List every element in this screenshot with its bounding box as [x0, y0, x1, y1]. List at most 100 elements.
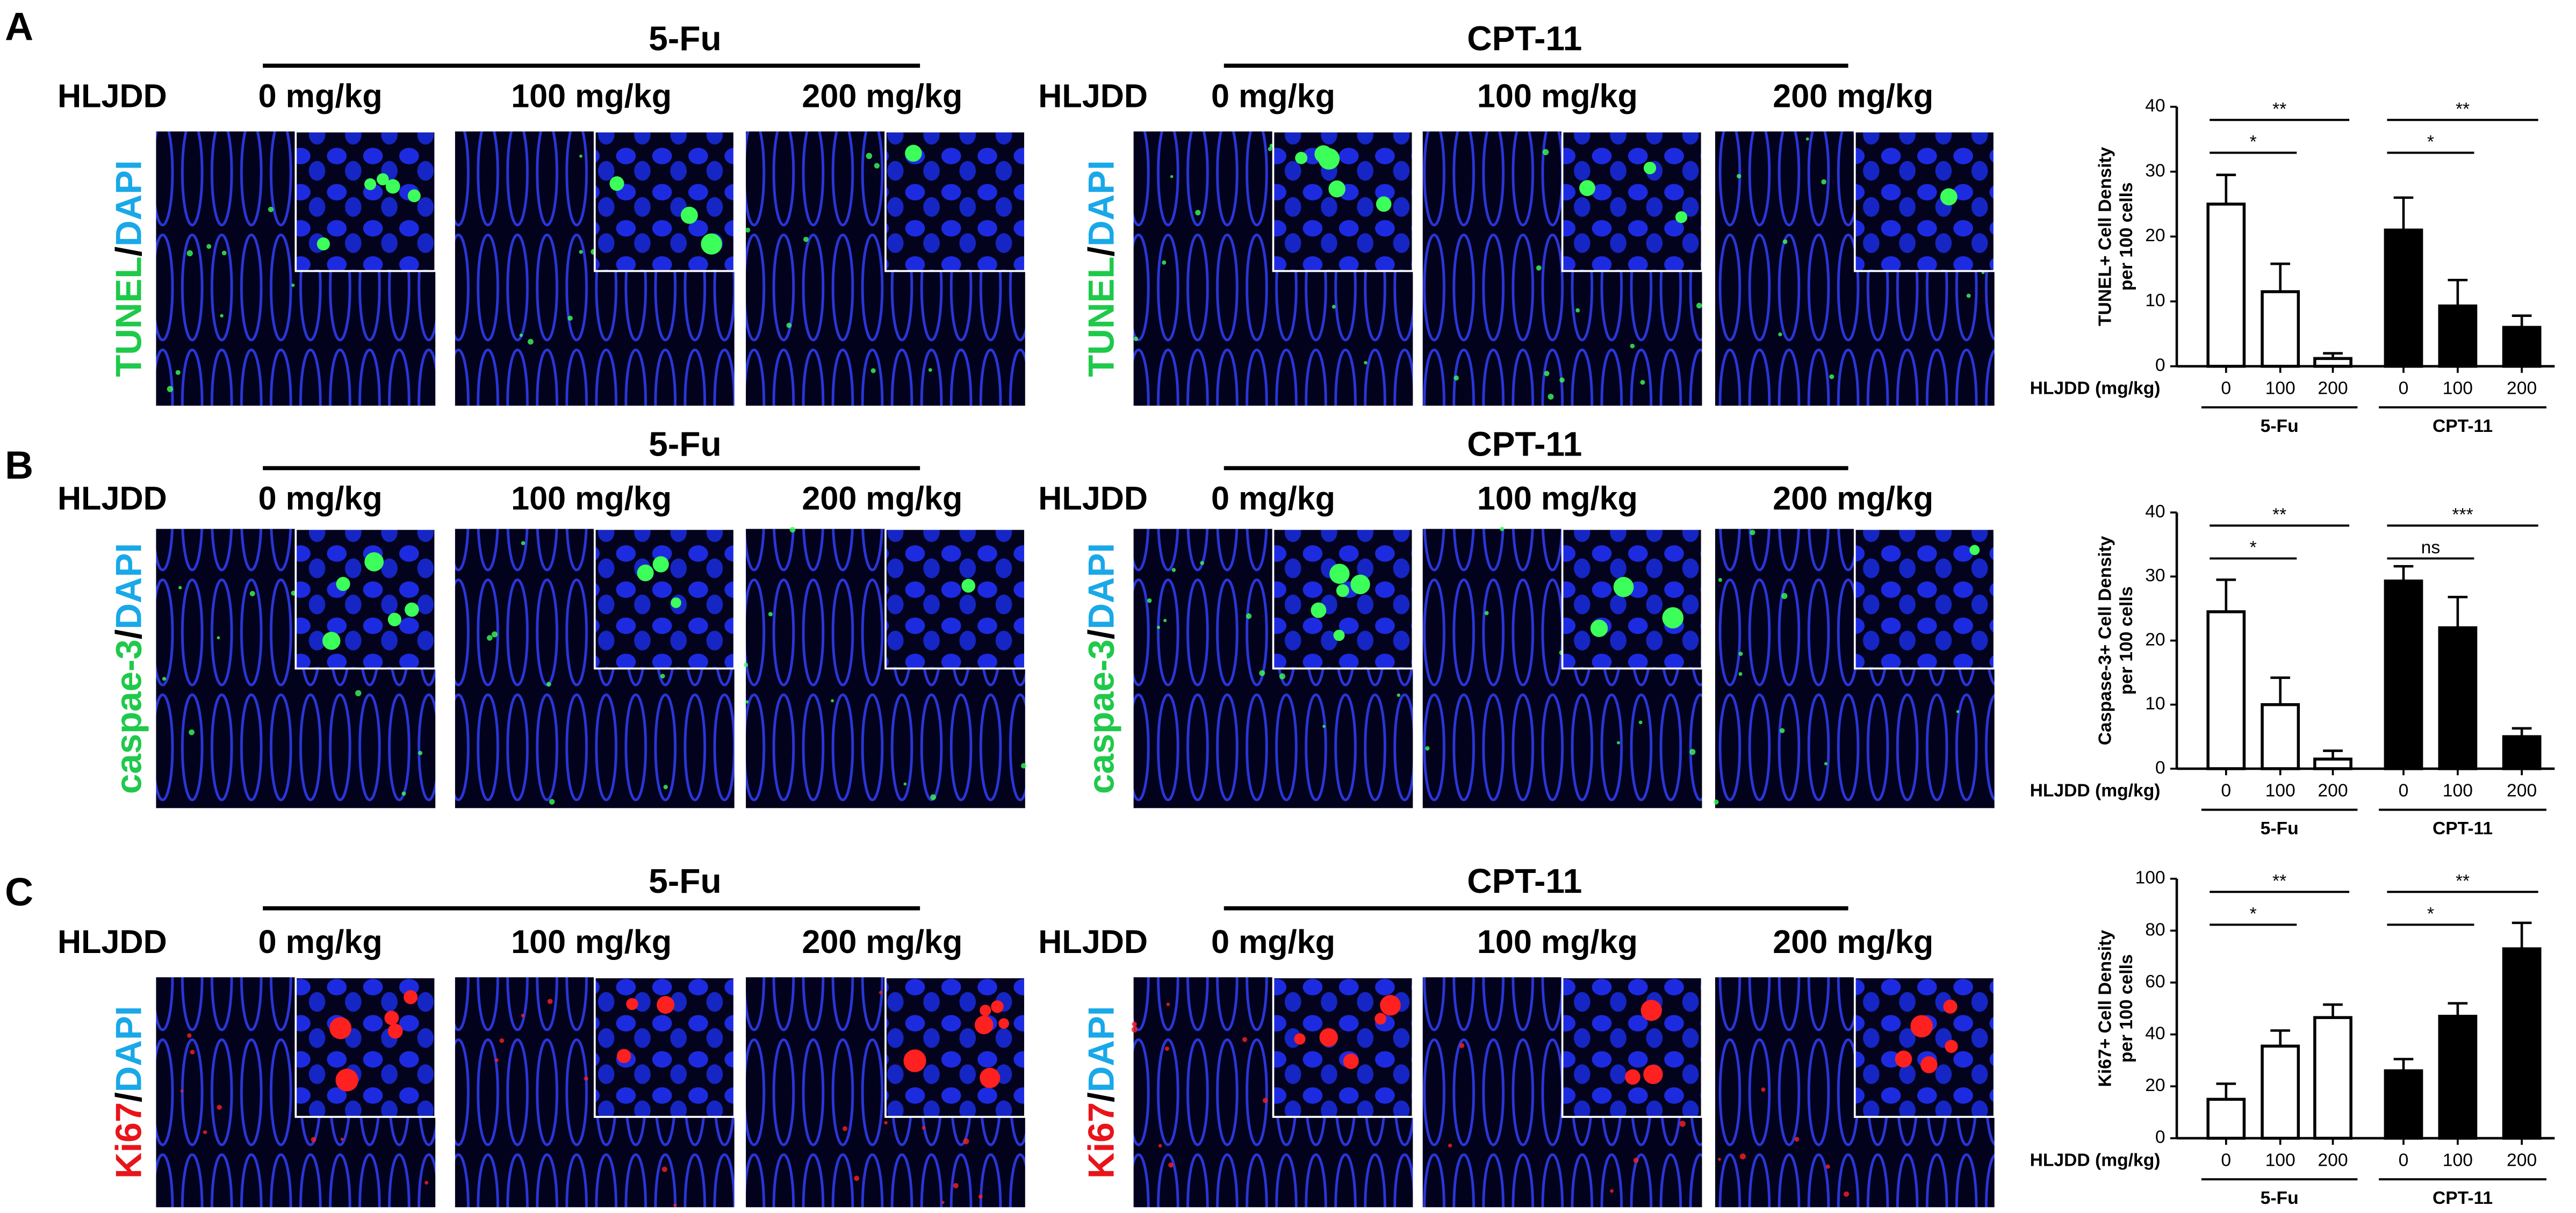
bar: [2384, 1069, 2423, 1140]
x-tick-label: 100: [2443, 781, 2473, 801]
y-tick-label: 40: [2145, 96, 2165, 116]
inset-stain: [387, 612, 401, 626]
stain-speck: [854, 1175, 860, 1181]
inset: [1561, 130, 1703, 272]
stain-speck: [978, 1194, 983, 1199]
stain-speck: [1170, 175, 1174, 178]
stain-speck: [745, 700, 749, 704]
y-tick-label: 60: [2145, 972, 2165, 992]
stain-speck: [579, 250, 583, 254]
x-tick-label: 0: [2399, 379, 2409, 399]
stain-speck: [175, 370, 181, 375]
dose: 100 mg/kg: [511, 78, 672, 114]
stain-speck: [1739, 1153, 1746, 1160]
dose: 100 mg/kg: [511, 923, 672, 960]
inset-stain: [905, 145, 922, 162]
bar: [2502, 326, 2542, 368]
stain-speck: [1630, 343, 1635, 349]
significance-label: *: [2250, 904, 2257, 924]
stain-speck: [1200, 561, 1204, 565]
significance-label: ns: [2421, 538, 2441, 558]
stain-speck: [930, 794, 937, 800]
stain-part: /: [1081, 1092, 1121, 1102]
stain-speck: [1782, 239, 1788, 244]
significance-label: **: [2272, 505, 2286, 525]
dose: 200 mg/kg: [802, 480, 962, 517]
stain-speck: [1616, 741, 1620, 745]
stain-speck: [190, 1050, 195, 1055]
dose-label: HLJDD: [1038, 480, 1148, 517]
inset-stain: [1943, 999, 1958, 1014]
stain-speck: [1364, 360, 1368, 365]
stain-speck: [546, 682, 551, 687]
x-tick-label: 0: [2399, 1151, 2409, 1171]
stain-speck: [189, 729, 195, 735]
inset-stain: [316, 237, 330, 251]
stain-part: /: [109, 1092, 149, 1102]
stain-part: caspae-3: [109, 639, 149, 794]
stain-speck: [1168, 1162, 1174, 1168]
stain-speck: [663, 784, 668, 790]
y-tick-label: 30: [2145, 566, 2165, 586]
stain-speck: [1821, 179, 1826, 185]
stain-part: Ki67: [109, 1102, 149, 1179]
inset-stain: [385, 179, 400, 194]
bar: [2261, 290, 2300, 368]
inset-stain: [1613, 576, 1634, 597]
inset-stain: [1643, 162, 1657, 175]
stain-speck: [491, 631, 498, 638]
drug-header: 5-Fu: [649, 862, 722, 900]
panel-letter: A: [5, 4, 33, 48]
y-tick-label: 30: [2145, 161, 2165, 180]
inset-stain: [364, 178, 377, 191]
stain-speck: [1133, 336, 1139, 341]
stain-speck: [786, 322, 792, 328]
stain-speck: [1779, 728, 1785, 733]
inset: [1272, 528, 1414, 670]
x-tick-label: 200: [2318, 781, 2348, 801]
stain-speck: [291, 283, 295, 287]
stain-speck: [661, 1166, 667, 1172]
inset: [593, 528, 736, 670]
stain-speck: [519, 333, 523, 337]
dose-label: HLJDD: [57, 923, 167, 960]
stain-part: /: [109, 247, 149, 257]
stain-part: DAPI: [1081, 1006, 1121, 1093]
stain-speck: [1781, 593, 1788, 600]
inset-stain: [1350, 574, 1370, 595]
dose: 0 mg/kg: [258, 480, 383, 517]
stain-speck: [1718, 577, 1723, 582]
drug-header: CPT-11: [1467, 425, 1582, 464]
inset-stain: [616, 1049, 631, 1064]
stain-speck: [660, 674, 665, 678]
inset-stain: [1920, 1056, 1938, 1073]
x-tick-label: 100: [2265, 781, 2296, 801]
stain-speck: [1259, 670, 1265, 676]
stain-speck: [884, 1121, 888, 1125]
x-axis-label: HLJDD (mg/kg): [2030, 379, 2161, 399]
stain-speck: [1696, 302, 1702, 309]
dose: 0 mg/kg: [258, 78, 383, 114]
inset-stain: [903, 1049, 926, 1072]
inset-stain: [1311, 602, 1327, 618]
panel-letter: B: [5, 443, 33, 487]
inset-stain: [1319, 1028, 1338, 1047]
significance-label: **: [2456, 871, 2470, 891]
stain-speck: [1397, 693, 1400, 697]
inset-stain: [1380, 995, 1401, 1016]
dose: 0 mg/kg: [1211, 78, 1335, 114]
bar: [2384, 579, 2423, 770]
bar: [2438, 626, 2478, 770]
stain-speck: [187, 1033, 192, 1038]
x-tick-label: 200: [2318, 1151, 2348, 1171]
inset: [1272, 976, 1414, 1118]
stain-part: DAPI: [109, 1006, 149, 1093]
y-tick-label: 0: [2155, 356, 2165, 376]
stain-speck: [1454, 375, 1459, 381]
stain-speck: [424, 1181, 429, 1185]
dose-label: HLJDD: [1038, 78, 1148, 114]
inset-stain: [1969, 545, 1980, 555]
stain-speck: [1132, 1021, 1137, 1027]
stain-speck: [953, 1183, 959, 1189]
drug-header: 5-Fu: [649, 425, 722, 464]
